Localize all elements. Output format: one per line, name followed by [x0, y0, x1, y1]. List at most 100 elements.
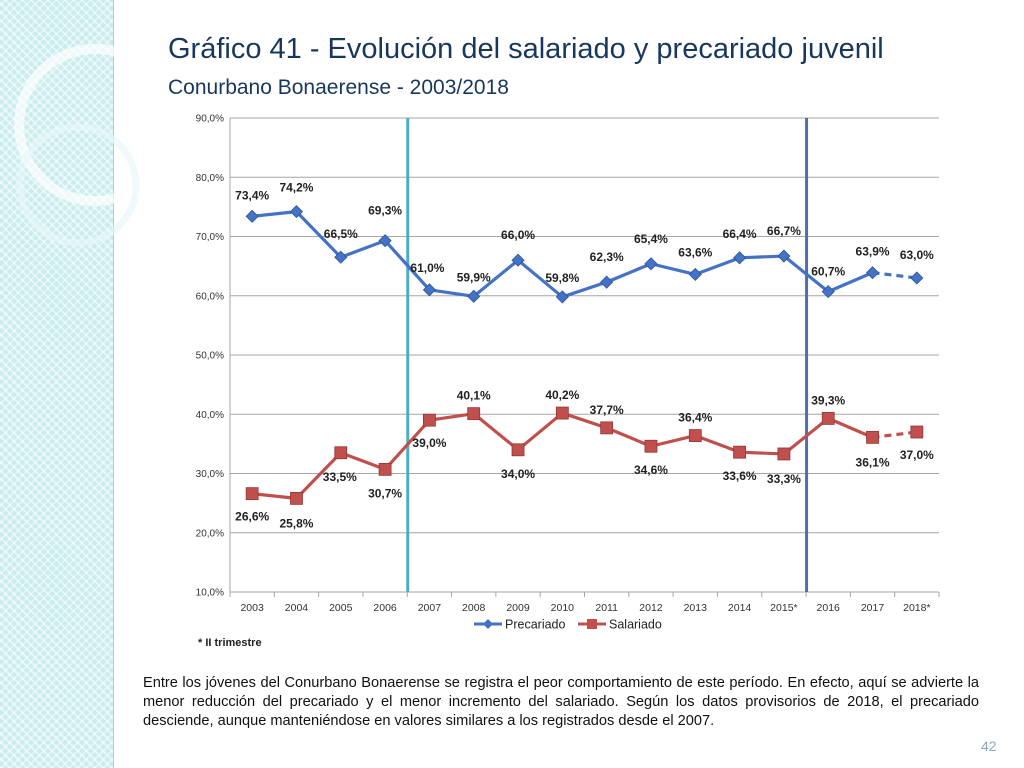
slide-title: Gráfico 41 - Evolución del salariado y p… [168, 33, 884, 65]
salariado-data-label: 33,5% [323, 470, 357, 484]
legend-label-precariado: Precariado [505, 618, 565, 632]
salariado-point [777, 447, 791, 461]
precariado-point [555, 290, 569, 304]
y-tick-label: 50,0% [196, 351, 224, 362]
precariado-data-label: 66,4% [723, 227, 757, 241]
precariado-data-label: 63,0% [900, 248, 934, 262]
precariado-point [644, 257, 658, 271]
page-number: 42 [981, 738, 997, 754]
data-labels: 73,4% 74,2% 66,5% 69,3% 61,0% 59,9% 66,0% 59,8%… [235, 181, 934, 531]
y-tick-label: 60,0% [196, 291, 224, 302]
salariado-point [334, 446, 348, 460]
x-tick-label: 2010 [551, 602, 575, 614]
x-axis-ticks: 2003 2004 2005 2006 2007 2008 2009 2010 2011 2012… [240, 602, 930, 614]
precariado-point [821, 285, 835, 299]
precariado-point [289, 205, 304, 219]
x-tick-label: 2011 [595, 602, 618, 614]
salariado-data-label: 37,7% [590, 403, 624, 417]
salariado-data-label: 40,2% [545, 388, 579, 402]
y-tick-label: 80,0% [196, 173, 224, 184]
salariado-data-label: 26,6% [235, 510, 269, 524]
salariado-point [290, 491, 303, 505]
x-tick-label: 2006 [373, 602, 397, 614]
precariado-point [777, 249, 791, 263]
precariado-point [865, 266, 880, 280]
salariado-point [733, 445, 746, 459]
body-text: Entre los jóvenes del Conurbano Bonaeren… [143, 675, 979, 729]
y-tick-label: 20,0% [196, 528, 224, 539]
x-tick-label: 2018* [903, 602, 930, 614]
y-tick-label: 30,0% [196, 469, 224, 480]
x-tick-label: 2017 [861, 602, 885, 614]
precariado-data-label: 66,0% [501, 228, 535, 242]
precariado-point [910, 271, 924, 285]
salariado-point [511, 443, 525, 457]
x-tick-label: 2003 [240, 602, 264, 614]
precariado-point [422, 283, 436, 297]
precariado-data-label: 69,3% [368, 204, 402, 218]
y-tick-label: 40,0% [196, 410, 224, 421]
salariado-data-label: 36,4% [678, 411, 712, 425]
precariado-point [378, 234, 392, 248]
precariado-data-label: 62,3% [590, 250, 624, 264]
salariado-point [245, 487, 259, 501]
x-tick-label: 2004 [285, 602, 309, 614]
precariado-point [733, 251, 747, 265]
x-tick-label: 2007 [418, 602, 442, 614]
precariado-point [467, 289, 481, 303]
legend: Precariado Salariado [474, 618, 662, 632]
precariado-data-label: 61,0% [410, 261, 444, 275]
slide-subtitle: Conurbano Bonaerense - 2003/2018 [168, 76, 509, 99]
x-tick-label: 2015* [770, 602, 797, 614]
y-tick-label: 70,0% [196, 232, 224, 243]
legend-marker-salariado [587, 619, 597, 629]
legend-marker-precariado [483, 619, 493, 629]
precariado-data-label: 66,7% [767, 224, 801, 238]
precariado-data-label: 63,9% [856, 245, 890, 259]
x-tick-label: 2005 [329, 602, 353, 614]
x-tick-label: 2009 [506, 602, 530, 614]
series-dashed-segment-precariado [872, 271, 918, 280]
precariado-data-label: 60,7% [811, 265, 845, 279]
salariado-point [644, 439, 658, 453]
precariado-point [334, 250, 348, 264]
salariado-data-label: 30,7% [368, 486, 402, 500]
precariado-data-label: 63,6% [678, 245, 712, 259]
salariado-data-label: 39,0% [412, 436, 446, 450]
y-tick-label: 90,0% [196, 114, 224, 125]
precariado-data-label: 66,5% [324, 227, 358, 241]
legend-label-salariado: Salariado [609, 618, 662, 632]
salariado-point [910, 425, 924, 439]
precariado-point [511, 253, 525, 267]
precariado-data-label: 74,2% [279, 181, 313, 195]
x-tick-label: 2013 [684, 602, 708, 614]
salariado-point [821, 411, 835, 425]
y-axis-ticks: 10,0% 20,0% 30,0% 40,0% 50,0% 60,0% 70,0% 80,0%… [196, 114, 224, 599]
grid-lines [229, 117, 940, 597]
salariado-point [600, 421, 614, 435]
x-tick-label: 2012 [639, 602, 663, 614]
precariado-data-label: 59,8% [545, 271, 579, 285]
salariado-data-label: 33,3% [767, 472, 801, 486]
salariado-data-label: 34,0% [501, 467, 535, 481]
salariado-point [423, 413, 436, 427]
salariado-data-label: 25,8% [279, 516, 313, 530]
salariado-point [866, 430, 879, 444]
salariado-data-label: 37,0% [900, 448, 934, 462]
salariado-point [467, 407, 481, 421]
salariado-point [688, 429, 702, 442]
footnote: * II trimestre [198, 637, 262, 649]
vertical-markers [406, 118, 809, 592]
series-layer [245, 205, 924, 505]
x-tick-label: 2014 [728, 602, 752, 614]
salariado-data-label: 36,1% [856, 455, 890, 469]
precariado-data-label: 59,9% [457, 270, 491, 284]
x-tick-label: 2008 [462, 602, 486, 614]
salariado-data-label: 34,6% [634, 463, 668, 477]
salariado-data-label: 39,3% [811, 393, 845, 407]
salariado-data-label: 33,6% [723, 469, 757, 483]
precariado-point [245, 209, 259, 223]
x-tick-label: 2016 [817, 602, 841, 614]
precariado-data-label: 73,4% [235, 188, 269, 202]
